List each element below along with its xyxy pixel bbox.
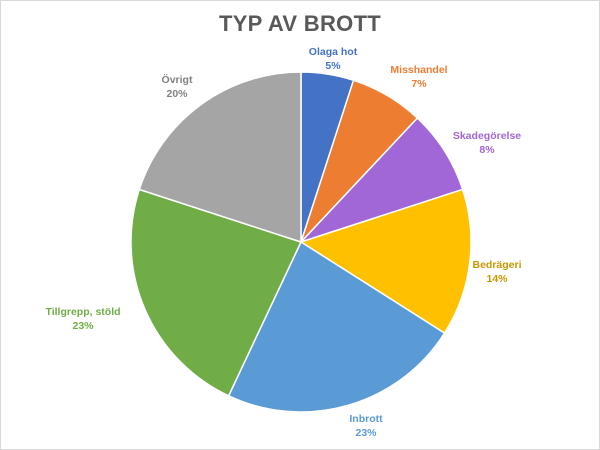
slice-value-label: 14% [486,273,508,285]
chart-title: TYP AV BROTT [218,11,382,36]
slice-label: Misshandel [390,64,447,76]
pie-slice-bedr-geri [299,188,472,335]
slice-value-label: 8% [479,144,495,156]
slice-value-label: 23% [72,320,94,332]
slice-label: Bedrägeri [472,259,521,271]
slice-value-label: 5% [325,60,341,72]
pie-slice--vrigt [138,71,302,244]
slice-value-label: 20% [166,88,188,100]
slice-label: Övrigt [162,73,193,86]
slice-value-label: 23% [355,427,377,439]
slice-label: Olaga hot [309,46,358,58]
slice-value-label: 7% [411,78,427,90]
pie-slice-inbrott [227,240,446,413]
pie-slice-tillgrepp-st-ld [130,188,303,397]
slice-label: Inbrott [349,413,383,425]
slice-label: Tillgrepp, stöld [45,306,120,318]
slice-label: Skadegörelse [453,130,521,142]
